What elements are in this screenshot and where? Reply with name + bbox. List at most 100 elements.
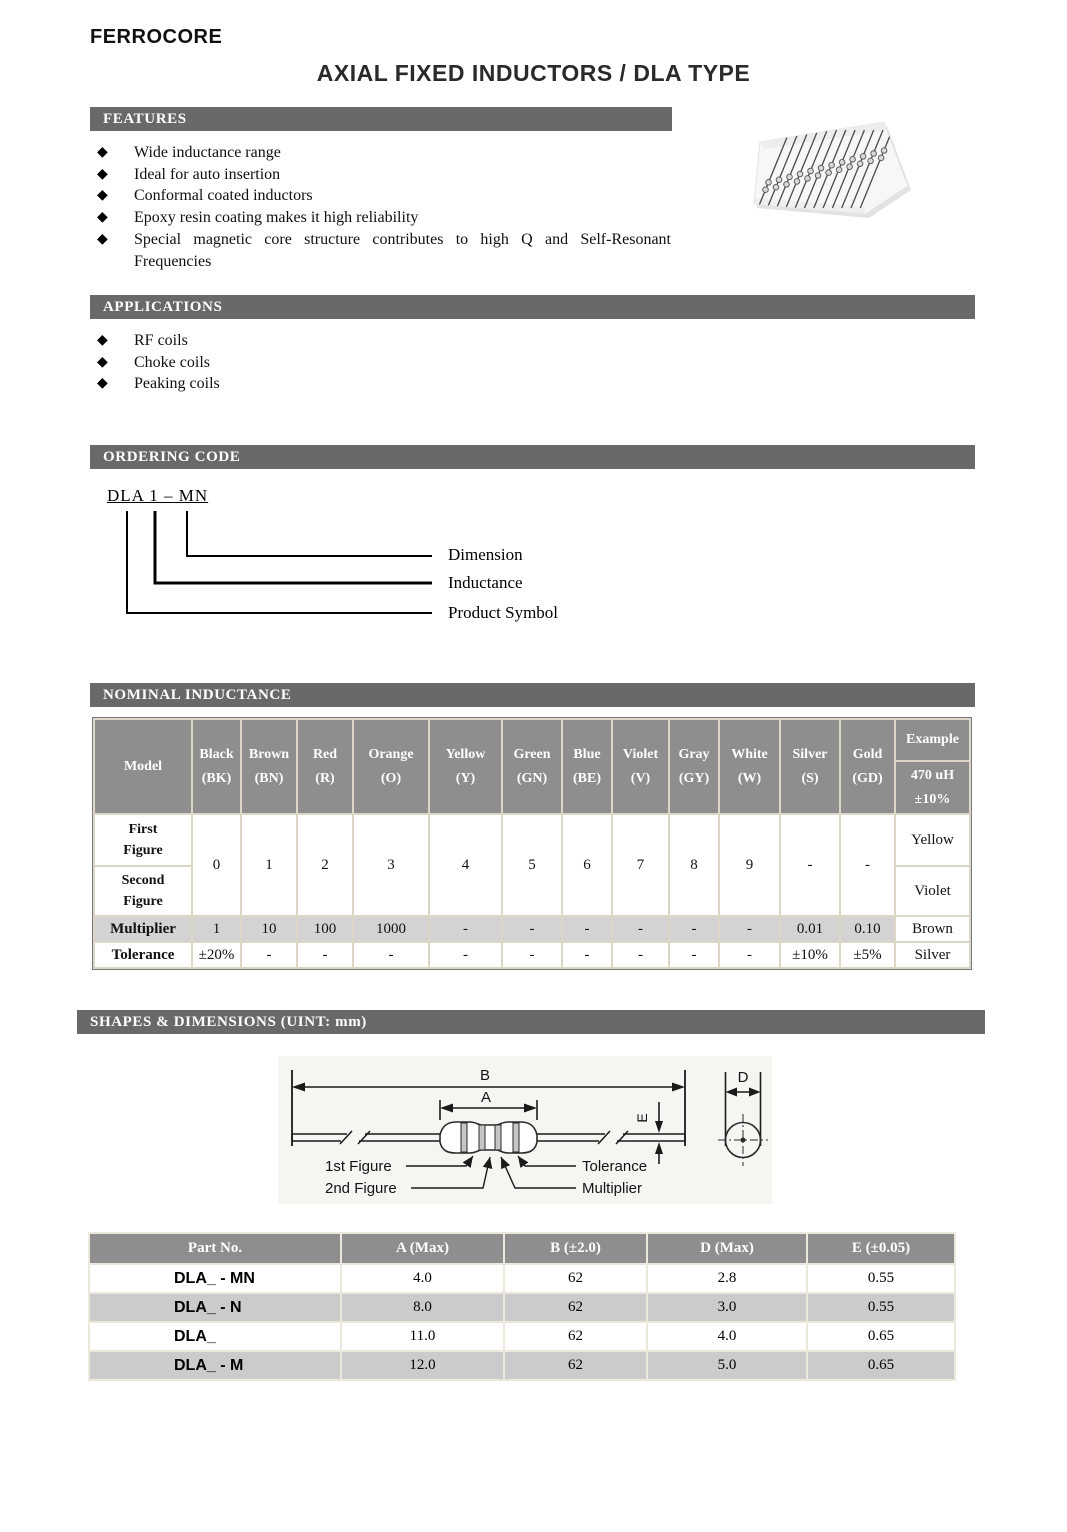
dims-header-d: D (Max) [646,1232,808,1265]
table-row: DLA_ - MN 4.0 62 2.8 0.55 [88,1263,956,1294]
multiplier-label-cell: Multiplier [93,915,193,943]
color-header-red: Red (R) [296,718,354,815]
digit-cell: 1 [240,813,298,917]
digit-cell: 3 [352,813,430,917]
part-no-cell: DLA_ - M [88,1350,342,1381]
table-row: DLA_ 11.0 62 4.0 0.65 [88,1321,956,1352]
color-header-orange: Orange (O) [352,718,430,815]
color-header-silver: Silver (S) [779,718,841,815]
callout-tolerance: Tolerance [582,1158,647,1175]
multiplier-cell: - [668,915,720,943]
dim-d-cell: 5.0 [646,1350,808,1381]
diamond-bullet-icon: ◆ [97,145,108,160]
color-header-green: Green (GN) [501,718,563,815]
feature-item: ◆ Epoxy resin coating makes it high reli… [97,207,677,229]
feature-text: Conformal coated inductors [134,187,313,205]
color-header-gray: Gray (GY) [668,718,720,815]
feature-text: Epoxy resin coating makes it high reliab… [134,209,419,227]
dim-b-cell: 62 [503,1350,648,1381]
diamond-bullet-icon: ◆ [97,188,108,204]
digit-cell: 4 [428,813,503,917]
part-no-cell: DLA_ [88,1321,342,1352]
ordering-code-heading: ORDERING CODE [103,449,241,465]
page-title: AXIAL FIXED INDUCTORS / DLA TYPE [316,60,751,86]
tolerance-cell: - [352,941,430,969]
feature-item: ◆ Wide inductance range [97,142,677,164]
callout-first-figure: 1st Figure [325,1158,392,1175]
section-bar-nominal-inductance: NOMINAL INDUCTANCE [90,683,975,707]
tolerance-cell: - [611,941,670,969]
multiplier-cell: 100 [296,915,354,943]
ordering-label-inductance: Inductance [448,573,523,592]
tolerance-cell: ±20% [191,941,242,969]
section-bar-shapes-dimensions: SHAPES & DIMENSIONS (UINT: mm) [77,1010,985,1034]
tolerance-cell: - [296,941,354,969]
color-header-gold: Gold (GD) [839,718,896,815]
dim-a-cell: 8.0 [340,1292,505,1323]
part-no-cell: DLA_ - MN [88,1263,342,1294]
dim-b-cell: 62 [503,1292,648,1323]
first-figure-label-cell: First Figure [93,813,193,867]
tolerance-label-cell: Tolerance [93,941,193,969]
digit-cell: 7 [611,813,670,917]
application-item: ◆ Peaking coils [97,373,497,395]
multiplier-cell: 1000 [352,915,430,943]
brand-logo-text: FERROCORE [90,26,223,48]
nominal-inductance-heading: NOMINAL INDUCTANCE [103,687,292,703]
diamond-bullet-icon: ◆ [97,354,108,370]
nominal-inductance-table: Model Black (BK) Brown (BN) Red (R) Orange(… [92,717,972,970]
application-text: Peaking coils [134,375,220,393]
dim-a-label: A [481,1089,491,1106]
color-header-yellow: Yellow (Y) [428,718,503,815]
dim-d-cell: 2.8 [646,1263,808,1294]
shapes-dimensions-heading: SHAPES & DIMENSIONS (UINT: mm) [90,1014,367,1030]
dim-b-cell: 62 [503,1263,648,1294]
section-bar-ordering-code: ORDERING CODE [90,445,975,469]
applications-heading: APPLICATIONS [103,299,223,315]
tolerance-cell: - [668,941,720,969]
application-item: ◆ RF coils [97,330,497,352]
second-example-cell: Violet [894,865,971,917]
applications-list: ◆ RF coils ◆ Choke coils ◆ Peaking coils [97,330,497,395]
shapes-dimensions-drawing: B A [278,1056,772,1204]
multiplier-cell: 0.10 [839,915,896,943]
dim-a-cell: 12.0 [340,1350,505,1381]
dimensions-table: Part No. A (Max) B (±2.0) D (Max) E (±0.… [88,1232,956,1381]
application-text: Choke coils [134,353,210,371]
ordering-code-diagram: DLA 1 – MN Dimension Inductance Product … [90,483,710,643]
first-example-cell: Yellow [894,813,971,867]
application-item: ◆ Choke coils [97,352,497,374]
feature-text: Special magnetic core structure contribu… [134,230,671,270]
multiplier-cell: - [501,915,563,943]
multiplier-cell: - [611,915,670,943]
digit-cell: 9 [718,813,781,917]
dim-e-cell: 0.55 [806,1263,956,1294]
model-header-cell: Model [93,718,193,815]
table-row: DLA_ - M 12.0 62 5.0 0.65 [88,1350,956,1381]
digit-cell: - [779,813,841,917]
diamond-bullet-icon: ◆ [97,210,108,226]
ordering-code-lines [126,511,432,614]
digit-cell: - [839,813,896,917]
color-header-white: White (W) [718,718,781,815]
tolerance-cell: - [718,941,781,969]
multiplier-cell: - [561,915,613,943]
color-header-violet: Violet (V) [611,718,670,815]
dim-a-cell: 11.0 [340,1321,505,1352]
dim-d-cell: 3.0 [646,1292,808,1323]
digit-cell: 0 [191,813,242,917]
color-header-brown: Brown (BN) [240,718,298,815]
diamond-bullet-icon: ◆ [97,166,108,182]
diamond-bullet-icon: ◆ [97,231,108,247]
color-header-black: Black (BK) [191,718,242,815]
tolerance-cell: ±5% [839,941,896,969]
example-header-cell: Example [894,718,971,762]
dims-header-part: Part No. [88,1232,342,1265]
feature-item: ◆ Special magnetic core structure contri… [97,229,677,272]
dim-d-label: D [738,1069,749,1086]
tolerance-cell: - [561,941,613,969]
feature-text: Wide inductance range [134,144,281,161]
tolerance-cell: ±10% [779,941,841,969]
dim-e-cell: 0.65 [806,1350,956,1381]
example-value-cell: 470 uH ±10% [894,760,971,815]
